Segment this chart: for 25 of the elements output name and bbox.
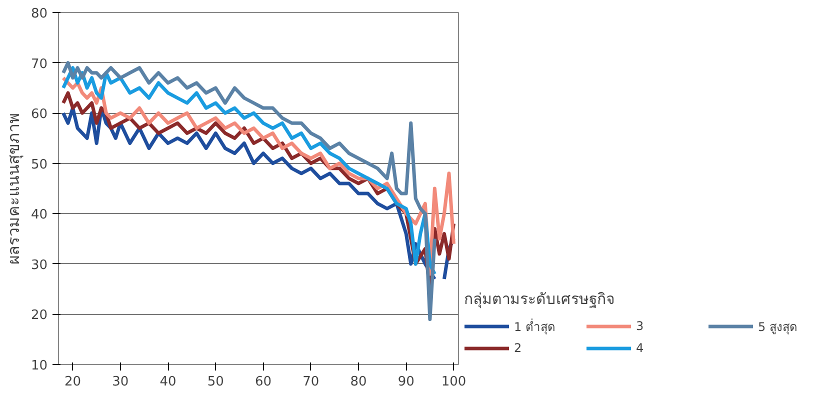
- y-tick-label: 50: [30, 157, 48, 172]
- legend-label: 1 ต่ำสุด: [514, 318, 556, 336]
- y-tick-label: 30: [30, 258, 48, 273]
- y-tick-label: 20: [30, 308, 48, 324]
- x-tick-label: 50: [207, 374, 224, 390]
- legend-label: 5 สูงสุด: [758, 318, 798, 336]
- y-tick-label: 80: [30, 6, 48, 22]
- x-tick-label: 60: [254, 374, 272, 390]
- line-series: [62, 61, 436, 321]
- y-tick-label: 70: [30, 56, 48, 72]
- x-tick-label: 30: [112, 374, 129, 390]
- x-tick-label: 100: [441, 374, 466, 390]
- y-tick-label: 60: [30, 107, 48, 122]
- x-tick-label: 40: [160, 374, 176, 390]
- x-tick-label: 70: [302, 374, 320, 390]
- legend-label: 3: [636, 319, 645, 333]
- legend-title: กลุ่มตามระดับเศรษฐกิจ: [464, 289, 616, 310]
- legend-label: 2: [514, 341, 523, 355]
- legend-label: 4: [636, 341, 645, 355]
- y-tick-label: 40: [30, 208, 48, 223]
- x-tick-label: 90: [398, 374, 414, 390]
- x-tick-label: 20: [64, 374, 82, 390]
- y-axis-title: ผลรวมคะแนนสุขภาพ: [4, 112, 24, 264]
- y-tick-label: 10: [30, 358, 48, 374]
- x-tick-label: 80: [350, 374, 367, 390]
